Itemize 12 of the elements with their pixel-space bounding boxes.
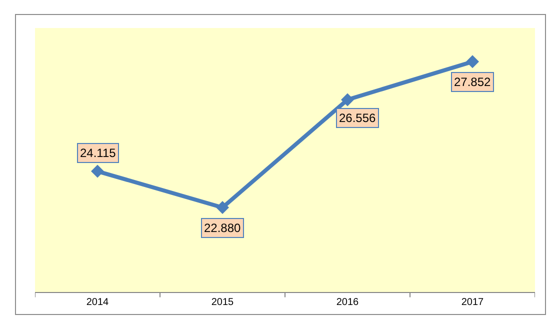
data-label: 27.852	[454, 75, 492, 89]
x-tick-label: 2017	[461, 297, 484, 308]
point	[341, 93, 354, 106]
x-tick-label: 2016	[336, 297, 360, 308]
point	[466, 55, 479, 68]
x-tick-label: 2015	[211, 297, 234, 308]
point	[91, 164, 104, 178]
data-label: 22.880	[204, 221, 242, 235]
x-tick-label: 2014	[86, 297, 110, 308]
point	[216, 201, 229, 214]
data-label: 26.556	[339, 111, 376, 125]
data-label: 24.115	[80, 146, 116, 160]
